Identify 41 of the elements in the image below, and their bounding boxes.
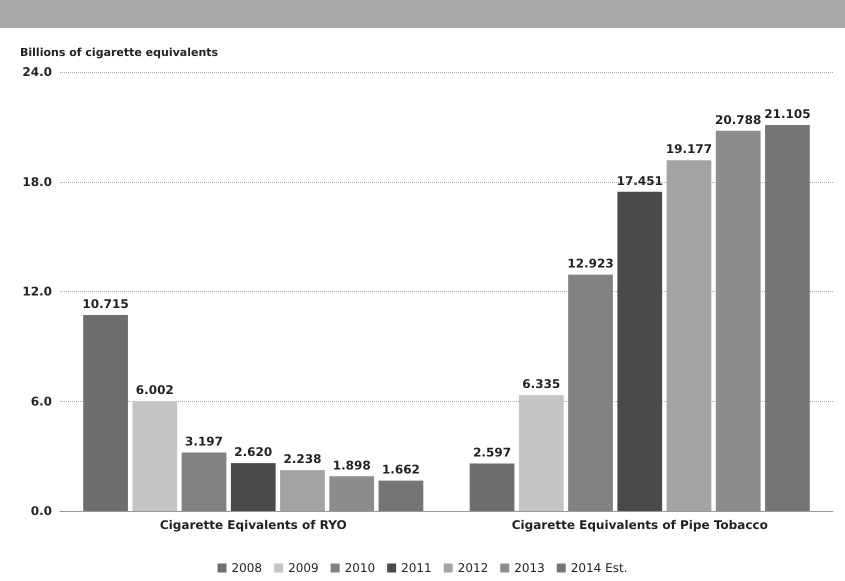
bar xyxy=(716,130,761,511)
legend-label: 2012 xyxy=(458,561,488,575)
bar xyxy=(230,463,276,511)
bar xyxy=(329,476,374,511)
legend-label: 2009 xyxy=(288,561,319,575)
bar xyxy=(470,463,514,511)
data-label: 6.335 xyxy=(522,377,560,392)
x-tick-label: Cigarette Eqivalents of RYO xyxy=(160,518,347,532)
data-label: 1.898 xyxy=(332,458,371,472)
data-label: 2.620 xyxy=(234,445,272,460)
y-tick-label: 12.0 xyxy=(22,284,52,298)
bar xyxy=(568,274,613,511)
x-tick-label: Cigarette Equivalents of Pipe Tobacco xyxy=(512,518,768,532)
legend-label: 2013 xyxy=(514,561,545,575)
legend-label: 2008 xyxy=(232,561,262,575)
bar xyxy=(182,452,226,511)
data-label: 2.238 xyxy=(283,452,322,466)
data-label: 10.715 xyxy=(82,297,129,312)
data-label: 1.662 xyxy=(382,462,420,477)
bar xyxy=(378,480,424,511)
data-label: 21.105 xyxy=(764,106,811,121)
legend-label: 2011 xyxy=(401,561,432,575)
data-label: 19.177 xyxy=(666,142,712,156)
bar xyxy=(83,315,128,511)
y-tick-label: 18.0 xyxy=(22,174,52,189)
data-label: 3.197 xyxy=(185,434,224,449)
legend-label: 2010 xyxy=(344,561,376,575)
y-tick-label: 6.0 xyxy=(30,394,52,408)
bar xyxy=(617,192,662,511)
legend-label: 2014 Est. xyxy=(570,561,628,575)
y-tick-label: 24.0 xyxy=(22,65,52,79)
bar xyxy=(765,124,810,511)
data-label: 2.597 xyxy=(473,445,512,460)
y-tick-label: 0.0 xyxy=(30,504,52,518)
data-label: 20.788 xyxy=(715,112,762,127)
data-label: 17.451 xyxy=(616,174,663,188)
bar xyxy=(132,401,178,511)
data-label: 6.002 xyxy=(136,383,174,398)
y-axis-title: Billions of cigarette equivalents xyxy=(20,46,219,59)
bar xyxy=(518,395,564,511)
data-label: 12.923 xyxy=(567,256,614,271)
